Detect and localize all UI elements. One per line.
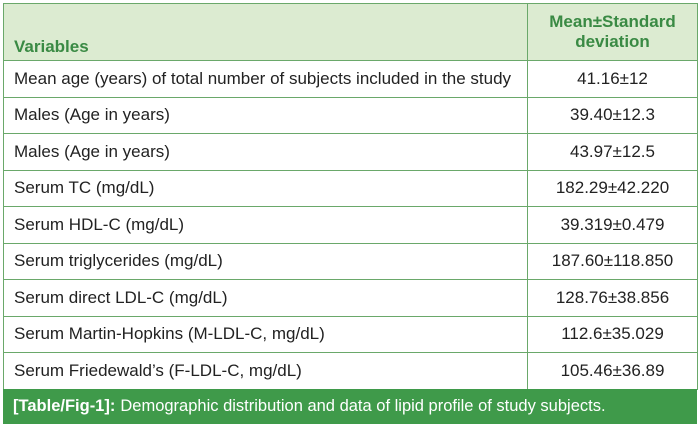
table-row: Males (Age in years) 43.97±12.5 [3,133,698,171]
value-cell: 39.319±0.479 [527,206,698,244]
variables-header: Variables [3,3,528,61]
caption-text: Demographic distribution and data of lip… [120,397,606,415]
variable-cell: Serum direct LDL-C (mg/dL) [3,279,528,317]
table-row: Serum Martin-Hopkins (M-LDL-C, mg/dL) 11… [3,315,698,353]
value-cell: 128.76±38.856 [527,279,698,317]
table-row: Serum HDL-C (mg/dL) 39.319±0.479 [3,206,698,244]
lipid-profile-table: Variables Mean±Standard deviation Mean a… [3,3,698,390]
value-cell: 105.46±36.89 [527,352,698,390]
table-row: Males (Age in years) 39.40±12.3 [3,96,698,134]
variable-cell: Mean age (years) of total number of subj… [3,60,528,98]
table-row: Mean age (years) of total number of subj… [3,60,698,98]
variable-cell: Serum Martin-Hopkins (M-LDL-C, mg/dL) [3,315,528,353]
table-body: Mean age (years) of total number of subj… [3,60,698,390]
table-row: Serum direct LDL-C (mg/dL) 128.76±38.856 [3,279,698,317]
mean-sd-header: Mean±Standard deviation [527,3,698,61]
value-cell: 187.60±118.850 [527,242,698,280]
variable-cell: Males (Age in years) [3,96,528,134]
table-row: Serum triglycerides (mg/dL) 187.60±118.8… [3,242,698,280]
variable-cell: Serum triglycerides (mg/dL) [3,242,528,280]
value-cell: 39.40±12.3 [527,96,698,134]
table-row: Serum TC (mg/dL) 182.29±42.220 [3,169,698,207]
variable-cell: Males (Age in years) [3,133,528,171]
caption-label: [Table/Fig-1]: [13,397,116,415]
variable-cell: Serum Friedewald’s (F-LDL-C, mg/dL) [3,352,528,390]
value-cell: 41.16±12 [527,60,698,98]
table-row: Serum Friedewald’s (F-LDL-C, mg/dL) 105.… [3,352,698,390]
variable-cell: Serum TC (mg/dL) [3,169,528,207]
value-cell: 43.97±12.5 [527,133,698,171]
mean-sd-header-line1: Mean±Standard [549,12,676,31]
table-caption: [Table/Fig-1]: Demographic distribution … [3,389,697,424]
value-cell: 182.29±42.220 [527,169,698,207]
value-cell: 112.6±35.029 [527,315,698,353]
mean-sd-header-line2: deviation [575,32,650,51]
table-header-row: Variables Mean±Standard deviation [3,3,698,61]
variable-cell: Serum HDL-C (mg/dL) [3,206,528,244]
